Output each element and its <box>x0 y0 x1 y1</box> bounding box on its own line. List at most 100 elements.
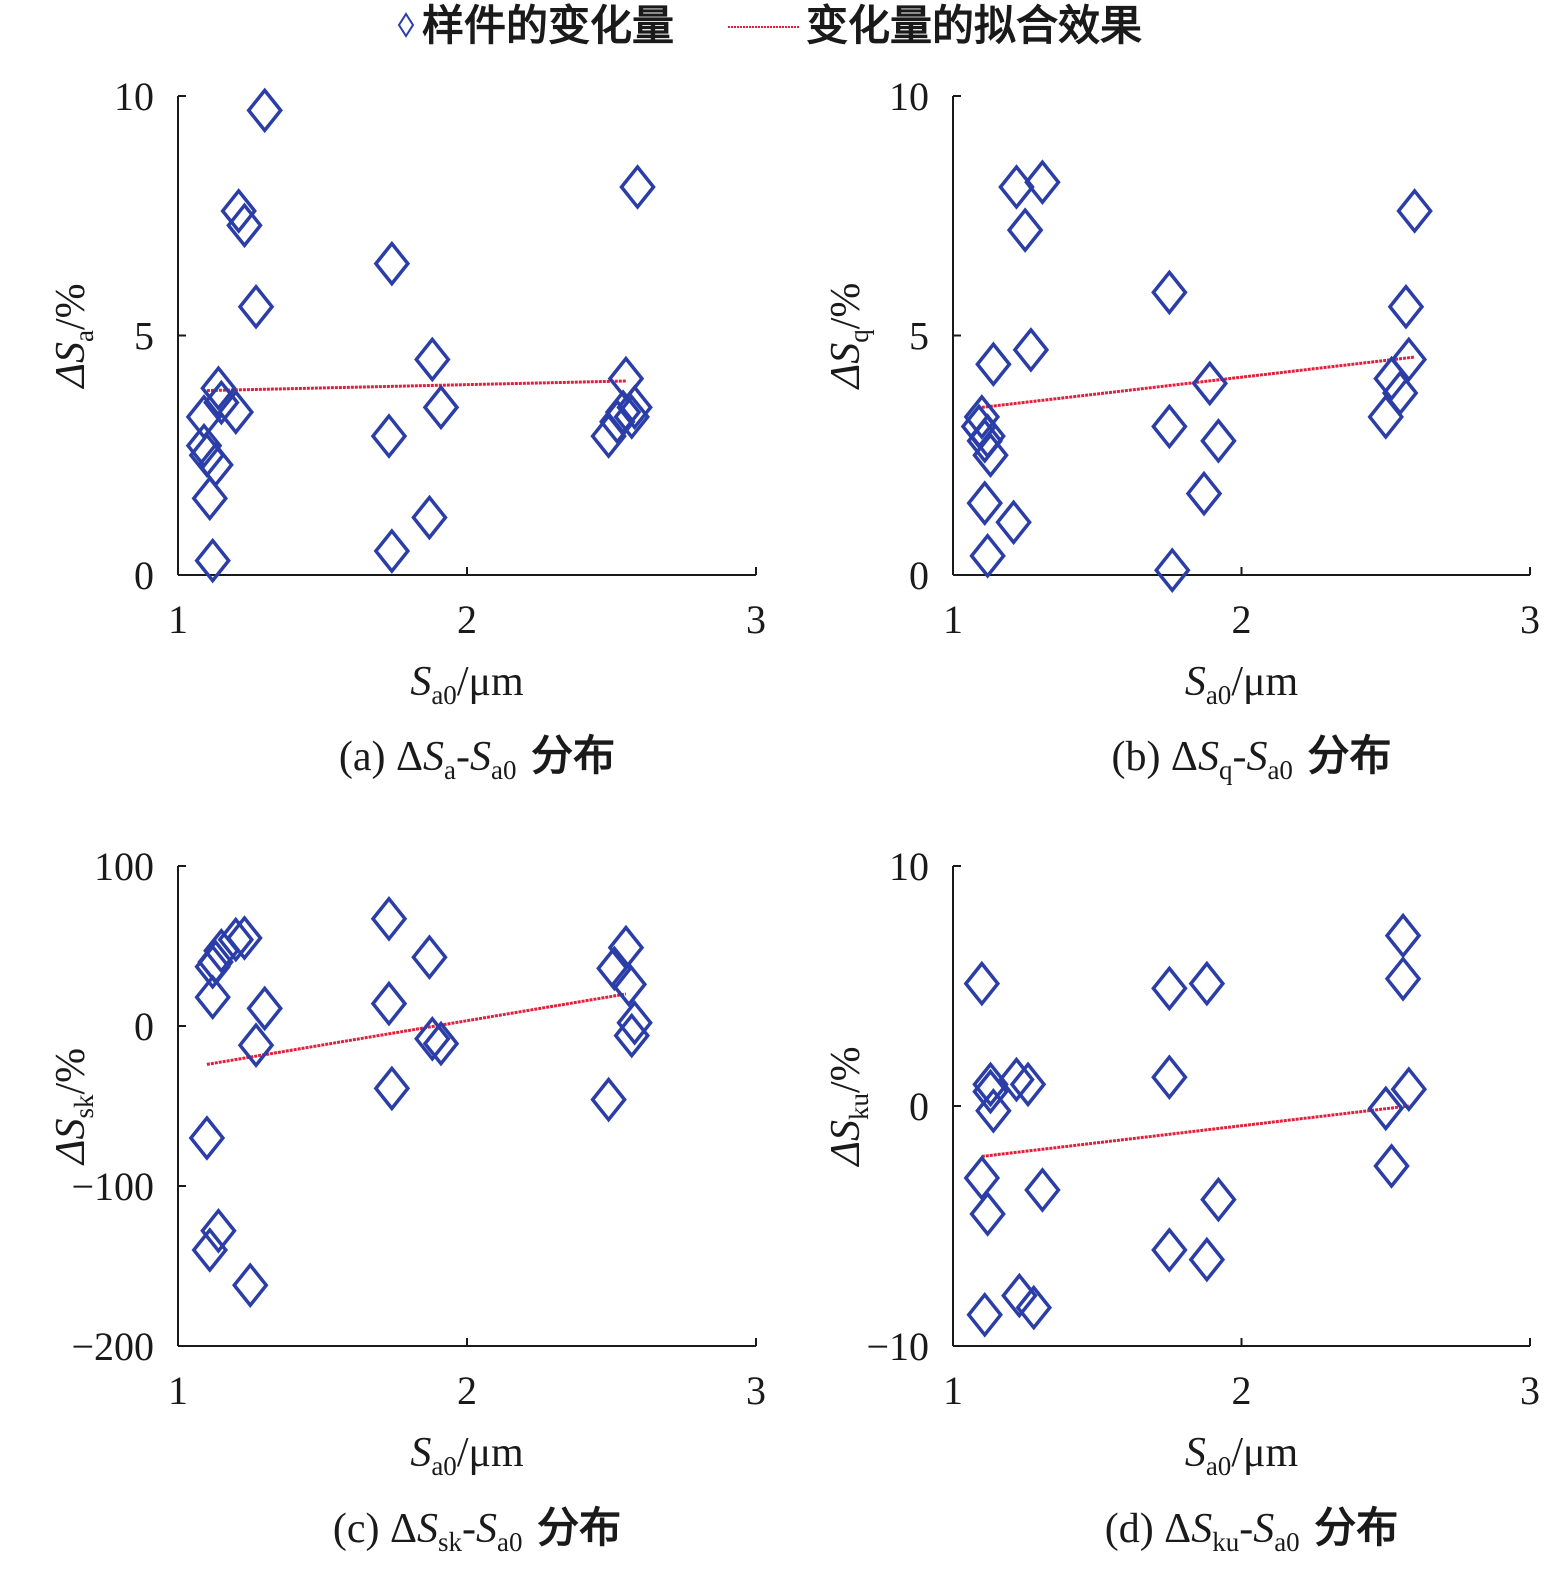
data-point-diamond <box>1384 912 1422 959</box>
data-point-diamond <box>1006 207 1044 253</box>
caption-prefix: (b) Δ <box>1111 734 1197 780</box>
data-point-diamond <box>963 394 1001 440</box>
data-point-diamond <box>604 389 642 435</box>
data-point-diamond <box>188 1115 226 1161</box>
x-tick-label: 3 <box>746 1368 766 1413</box>
data-point-diamond <box>975 1087 1012 1134</box>
x-tick-label: 3 <box>746 597 766 642</box>
data-point-diamond <box>619 164 656 210</box>
y-axis-title: ΔSq/% <box>823 283 874 391</box>
data-point-diamond <box>226 915 263 961</box>
y-axis-title-unit: /% <box>48 283 94 330</box>
y-tick-label: −10 <box>866 1324 929 1369</box>
y-tick-label: 0 <box>134 1004 154 1049</box>
y-tick-label: 5 <box>134 314 154 359</box>
panel-caption: (d) ΔSku-Sa0 分布 <box>1105 1503 1399 1557</box>
data-point-diamond <box>185 422 223 469</box>
caption-prefix: (d) Δ <box>1105 1506 1191 1552</box>
caption-var2: S <box>1253 1506 1274 1552</box>
caption-var: S <box>417 1506 438 1552</box>
x-tick-label: 2 <box>457 1368 477 1413</box>
caption-suffix: 分布 <box>516 731 615 780</box>
x-tick-label: 1 <box>168 597 188 642</box>
y-axis-title-sub: q <box>844 329 874 343</box>
data-point-diamond <box>246 87 283 134</box>
data-point-diamond <box>373 1065 411 1112</box>
data-point-diamond <box>1024 159 1061 206</box>
data-point-diamond <box>191 475 229 522</box>
y-axis-title-unit: /% <box>48 1048 94 1095</box>
data-point-diamond <box>370 413 408 459</box>
data-point-diamond <box>1367 1085 1404 1132</box>
x-axis-title-main: S <box>1185 1430 1206 1476</box>
data-point-diamond <box>1151 1054 1188 1101</box>
caption-var2: S <box>476 1506 497 1552</box>
data-point-diamond <box>1015 1284 1053 1331</box>
y-tick-label: 10 <box>114 74 154 119</box>
caption-dash: - <box>456 734 470 780</box>
data-point-diamond <box>1188 1236 1226 1283</box>
data-point-diamond <box>616 999 653 1046</box>
caption-var2: S <box>470 734 491 780</box>
y-tick-label: 0 <box>909 553 929 598</box>
data-point-diamond <box>370 980 408 1027</box>
caption-sub1: sk <box>438 1527 463 1557</box>
data-point-diamond <box>610 961 648 1008</box>
data-point-diamond <box>246 985 283 1032</box>
data-point-diamond <box>969 413 1006 459</box>
data-point-diamond <box>966 480 1003 526</box>
data-point-diamond <box>217 389 255 435</box>
data-point-diamond <box>370 895 408 942</box>
y-tick-label: −200 <box>71 1324 154 1369</box>
data-point-diamond <box>1009 1061 1047 1108</box>
y-axis-title-unit: /% <box>823 1046 869 1093</box>
panel-caption: (c) ΔSsk-Sa0 分布 <box>333 1503 621 1557</box>
legend: 样件的变化量 变化量的拟合效果 <box>397 1 1142 50</box>
caption-prefix: (c) Δ <box>333 1506 417 1552</box>
y-axis-title-unit: /% <box>823 283 869 330</box>
x-axis-title: Sa0/μm <box>410 1430 524 1481</box>
caption-sub2: a0 <box>1267 755 1292 785</box>
data-point-diamond <box>191 1227 229 1273</box>
data-point-diamond <box>1200 418 1237 464</box>
data-point-diamond <box>1188 960 1226 1007</box>
caption-prefix: (a) Δ <box>339 734 423 780</box>
y-axis-title-main: ΔS <box>48 1119 94 1167</box>
data-point-diamond <box>1390 1066 1428 1113</box>
caption-suffix: 分布 <box>1300 1503 1399 1552</box>
data-point-diamond <box>1024 1167 1061 1213</box>
x-tick-label: 2 <box>457 597 477 642</box>
data-point-diamond <box>599 398 636 445</box>
data-point-diamond <box>613 1012 650 1059</box>
data-point-diamond <box>1390 336 1428 383</box>
data-point-diamond <box>411 494 448 541</box>
data-point-diamond <box>194 537 231 584</box>
x-tick-label: 1 <box>943 597 963 642</box>
data-point-diamond <box>998 1056 1035 1103</box>
data-point-diamond <box>197 939 234 985</box>
data-point-diamond <box>1001 1272 1038 1319</box>
data-point-diamond <box>411 934 448 981</box>
x-tick-label: 3 <box>1520 1368 1540 1413</box>
y-tick-label: 0 <box>134 553 154 598</box>
y-axis-title: ΔSku/% <box>823 1046 874 1167</box>
data-point-diamond <box>1387 283 1425 330</box>
fit-line <box>981 355 1415 409</box>
data-point-diamond <box>226 202 263 249</box>
caption-var: S <box>1198 734 1219 780</box>
data-point-diamond <box>1381 370 1419 416</box>
legend-marker-label: 样件的变化量 <box>422 1 674 50</box>
data-point-diamond <box>373 528 411 574</box>
data-point-diamond <box>590 1076 627 1123</box>
y-tick-label: 5 <box>909 314 929 359</box>
x-axis-title-main: S <box>410 659 431 705</box>
data-point-diamond <box>616 384 653 431</box>
y-axis-title-sub: a <box>69 330 99 342</box>
data-point-diamond <box>200 365 237 411</box>
data-point-diamond <box>200 1207 237 1254</box>
caption-dash: - <box>1239 1506 1253 1552</box>
